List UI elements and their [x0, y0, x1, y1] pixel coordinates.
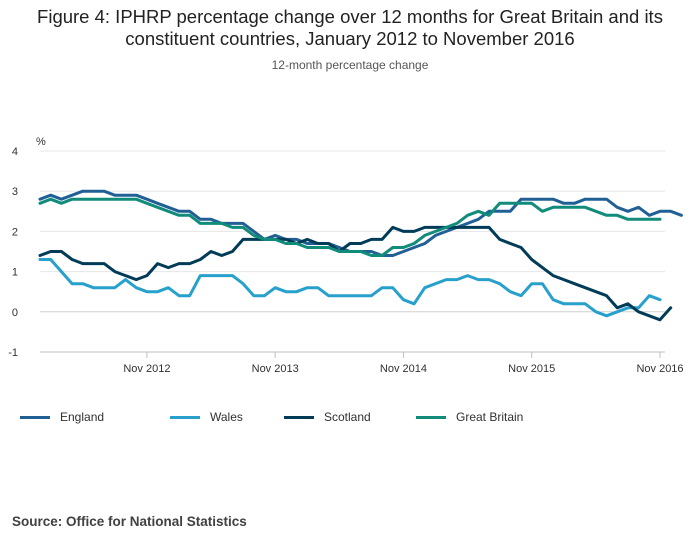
legend-label: Wales — [210, 410, 243, 424]
chart-title-line-1: Figure 4: IPHRP percentage change over 1… — [37, 6, 663, 27]
y-axis-label: % — [36, 136, 46, 148]
legend-label: Great Britain — [456, 410, 524, 424]
y-tick-label: -1 — [8, 347, 18, 359]
legend-label: Scotland — [324, 410, 371, 424]
legend-item-scotland: Scotland — [284, 408, 371, 426]
source-note: Source: Office for National Statistics — [12, 514, 247, 529]
series-line-great-britain — [38, 197, 662, 257]
y-tick-label: 1 — [12, 267, 18, 279]
y-tick-label: 3 — [12, 186, 18, 198]
y-tick-label: 0 — [12, 307, 18, 319]
x-tick-label: Nov 2012 — [123, 363, 170, 375]
chart-title-line-2: constituent countries, January 2012 to N… — [125, 28, 575, 49]
x-tick-label: Nov 2015 — [508, 363, 555, 375]
series-line-wales — [38, 258, 662, 318]
x-tick-label: Nov 2013 — [252, 363, 299, 375]
series-line-england — [38, 189, 683, 257]
legend-swatch — [284, 415, 314, 419]
legend-swatch — [20, 415, 50, 419]
chart-title: Figure 4: IPHRP percentage change over 1… — [0, 6, 700, 50]
y-tick-label: 4 — [12, 146, 18, 158]
legend-swatch — [170, 415, 200, 419]
legend-item-england: England — [20, 408, 104, 426]
series-line-scotland — [38, 225, 673, 322]
x-tick-label: Nov 2014 — [380, 363, 427, 375]
legend-swatch — [416, 415, 446, 419]
x-tick-label: Nov 2016 — [636, 363, 683, 375]
legend-item-wales: Wales — [170, 408, 243, 426]
legend-item-great-britain: Great Britain — [416, 408, 523, 426]
chart-subtitle: 12-month percentage change — [271, 58, 429, 72]
y-tick-label: 2 — [12, 226, 18, 238]
legend-label: England — [60, 410, 105, 424]
